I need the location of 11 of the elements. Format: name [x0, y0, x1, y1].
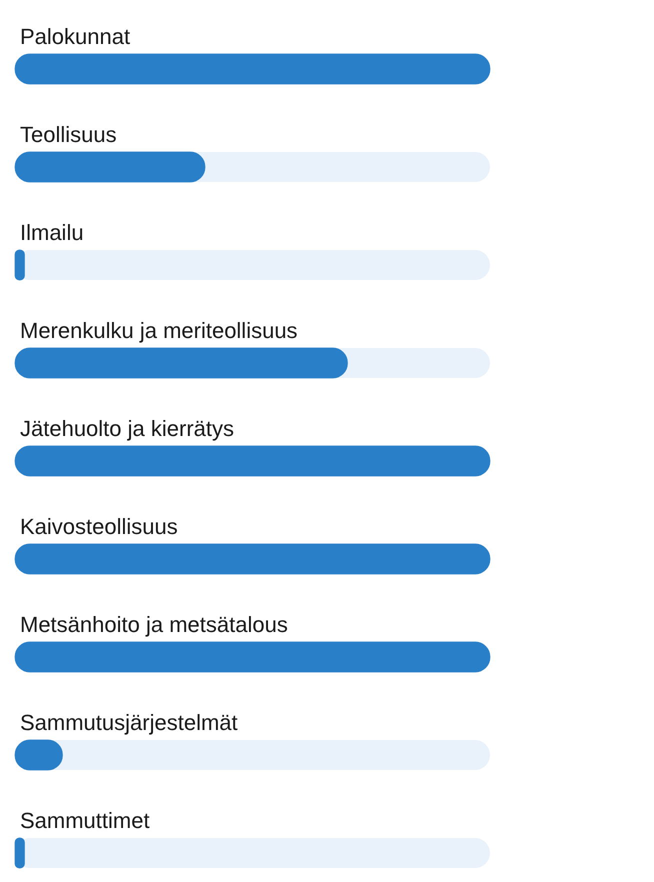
bar [14, 838, 25, 868]
y-tick-label: Sammutusjärjestelmät [20, 710, 238, 735]
y-tick-label: Sammuttimet [20, 808, 150, 833]
y-tick-label: Teollisuus [20, 122, 117, 147]
y-tick-label: Jätehuolto ja kierrätys [20, 416, 234, 441]
y-tick-label: Ilmailu [20, 220, 84, 245]
bar [14, 250, 25, 280]
y-tick-label: Metsänhoito ja metsätalous [20, 612, 288, 637]
y-tick-label: Merenkulku ja meriteollisuus [20, 318, 298, 343]
y-tick-label: Palokunnat [20, 24, 130, 49]
y-tick-label: Kaivosteollisuus [20, 514, 178, 539]
